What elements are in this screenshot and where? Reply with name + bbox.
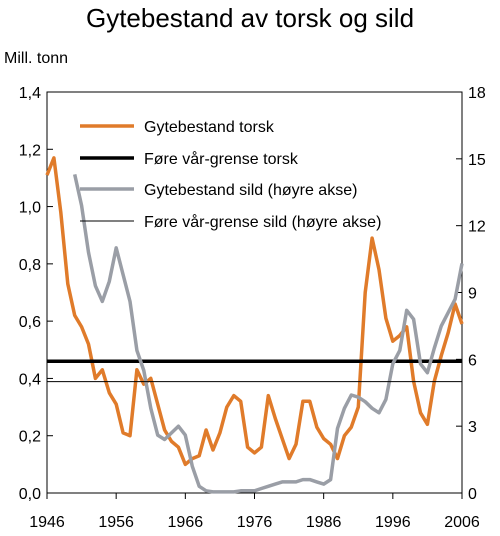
left-tick-label: 0,0: [19, 486, 41, 503]
x-tick-label: 1956: [98, 514, 134, 531]
series-line-gytebestand-sild: [72, 174, 464, 494]
legend-label: Føre vår-grense sild (høyre akse): [144, 213, 381, 231]
series-line-gytebestand-torsk: [45, 156, 464, 467]
legend: Gytebestand torsk Føre vår-grense torsk Gy…: [80, 119, 381, 231]
legend-label: Gytebestand sild (høyre akse): [144, 182, 357, 199]
legend-label: Gytebestand torsk: [144, 119, 275, 136]
left-tick-label: 0,4: [19, 371, 41, 388]
left-tick-label: 1,2: [19, 142, 41, 159]
x-tick-label: 1946: [29, 514, 65, 531]
x-tick-label: 1976: [237, 514, 273, 531]
legend-label: Føre vår-grense torsk: [144, 150, 299, 168]
right-tick-label: 9: [468, 286, 477, 303]
left-tick-label: 1,0: [19, 200, 41, 217]
x-tick-label: 1966: [168, 514, 204, 531]
chart-title: Gytebestand av torsk og sild: [86, 3, 414, 33]
series-layer: [45, 156, 464, 494]
x-tick-label: 1986: [306, 514, 342, 531]
right-tick-label: 18: [468, 85, 486, 102]
left-tick-label: 0,6: [19, 314, 41, 331]
left-tick-label: 0,2: [19, 429, 41, 446]
right-axis: 0 3 6 9 12 15 18: [456, 85, 486, 503]
left-tick-label: 0,8: [19, 257, 41, 274]
right-tick-label: 15: [468, 152, 486, 169]
right-tick-label: 12: [468, 219, 486, 236]
x-axis: 1946 1956 1966 1976 1986 1996 2006: [29, 493, 480, 531]
x-tick-label: 2006: [444, 514, 480, 531]
right-tick-label: 3: [468, 419, 477, 436]
left-axis: 0,0 0,2 0,4 0,6 0,8 1,0 1,2 1,4: [19, 85, 53, 503]
right-tick-label: 0: [468, 486, 477, 503]
right-tick-label: 6: [468, 352, 477, 369]
x-tick-label: 1996: [375, 514, 411, 531]
left-axis-unit-label: Mill. tonn: [4, 50, 68, 67]
left-tick-label: 1,4: [19, 85, 41, 102]
